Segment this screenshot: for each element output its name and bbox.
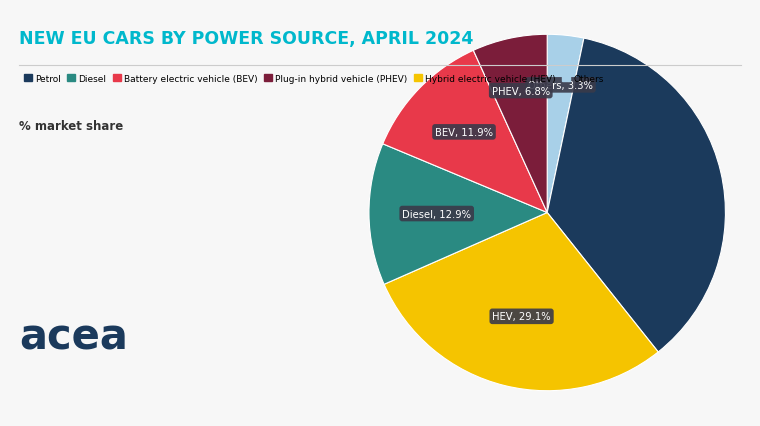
Text: Petrol, 36%: Petrol, 36% [623,184,679,193]
Wedge shape [547,39,726,352]
Wedge shape [547,35,584,213]
Wedge shape [384,213,658,391]
Text: Diesel, 12.9%: Diesel, 12.9% [402,209,471,219]
Text: % market share: % market share [19,119,123,132]
Text: NEW EU CARS BY POWER SOURCE, APRIL 2024: NEW EU CARS BY POWER SOURCE, APRIL 2024 [19,30,473,48]
Legend: Petrol, Diesel, Battery electric vehicle (BEV), Plug-in hybrid vehicle (PHEV), H: Petrol, Diesel, Battery electric vehicle… [24,75,603,84]
Text: PHEV, 6.8%: PHEV, 6.8% [492,86,549,96]
Text: Others, 3.3%: Others, 3.3% [528,81,593,91]
Wedge shape [369,144,547,285]
Text: BEV, 11.9%: BEV, 11.9% [435,127,493,138]
Text: HEV, 29.1%: HEV, 29.1% [492,311,551,322]
Wedge shape [383,51,547,213]
Text: acea: acea [19,316,128,358]
Wedge shape [473,35,547,213]
